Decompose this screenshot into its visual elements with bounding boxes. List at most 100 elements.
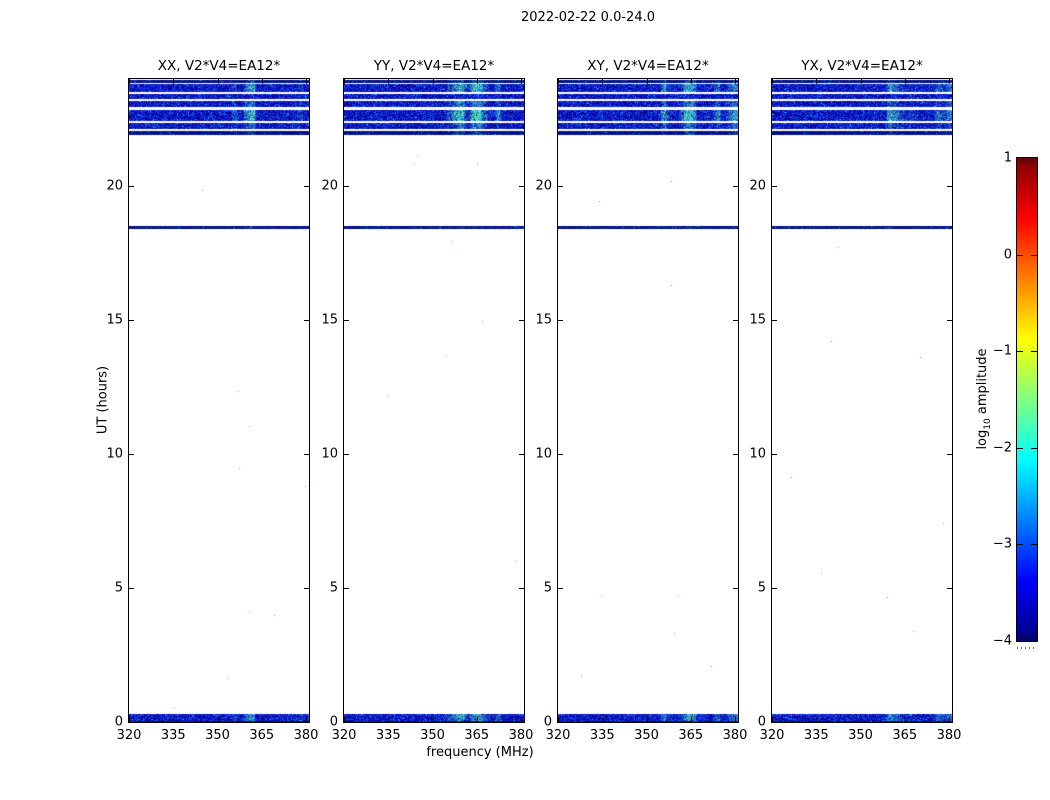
y-tick-label: 10 — [106, 446, 123, 462]
x-tick — [772, 717, 773, 722]
x-tick — [521, 79, 523, 84]
x-tick-label: 320 — [116, 728, 142, 743]
x-tick-label: 380 — [722, 728, 748, 743]
y-tick-label: 0 — [757, 714, 766, 730]
x-tick — [772, 79, 773, 84]
y-tick-label: 20 — [321, 178, 338, 194]
spectrogram-canvas-xx — [129, 79, 309, 722]
panel-title-yx: YX, V2*V4=EA12* — [801, 58, 923, 74]
x-tick — [860, 717, 862, 722]
y-tick — [947, 320, 952, 321]
x-tick-label: 335 — [160, 728, 186, 743]
x-tick — [388, 717, 390, 722]
x-tick — [904, 717, 906, 722]
y-tick — [947, 588, 952, 589]
x-tick — [816, 79, 818, 84]
y-tick — [304, 454, 309, 455]
x-tick — [173, 79, 175, 84]
x-tick-label: 320 — [331, 728, 357, 743]
y-tick-label: 0 — [329, 714, 338, 730]
y-tick-label: 15 — [321, 312, 338, 328]
spectrogram-canvas-xy — [558, 79, 738, 722]
panel-title-yy: YY, V2*V4=EA12* — [373, 58, 495, 74]
y-tick — [129, 320, 134, 321]
x-tick — [735, 717, 737, 722]
x-tick — [860, 79, 862, 84]
x-axis-label: frequency (MHz) — [426, 745, 534, 760]
y-tick-label: 20 — [106, 178, 123, 194]
panel-title-xx: XX, V2*V4=EA12* — [157, 58, 281, 74]
x-tick — [602, 79, 604, 84]
x-tick-label: 320 — [545, 728, 571, 743]
y-tick — [772, 186, 777, 187]
x-tick — [261, 79, 263, 84]
panel-xy: XY, V2*V4=EA12* 320 335 350 365 380 0 5 10 15 20 — [535, 58, 747, 743]
x-tick-label: 335 — [589, 728, 615, 743]
x-tick — [558, 717, 559, 722]
y-tick — [558, 186, 563, 187]
x-tick — [388, 79, 390, 84]
y-tick-label: 10 — [535, 446, 552, 462]
x-tick — [173, 717, 175, 722]
colorbar-bottom-minor-ticks — [1020, 635, 1034, 641]
x-tick — [646, 717, 648, 722]
y-tick-label: 10 — [321, 446, 338, 462]
y-tick — [304, 320, 309, 321]
x-tick — [904, 79, 906, 84]
y-tick-label: 5 — [329, 580, 338, 596]
x-tick-label: 335 — [375, 728, 401, 743]
x-tick — [217, 79, 219, 84]
spectrogram-canvas-yy — [344, 79, 524, 722]
panel-yx: YX, V2*V4=EA12* 320 335 350 365 380 0 5 10 15 20 — [749, 58, 961, 743]
y-tick — [304, 186, 309, 187]
y-tick — [129, 722, 134, 723]
x-tick — [735, 79, 737, 84]
y-tick-label: 15 — [535, 312, 552, 328]
y-tick — [947, 722, 952, 723]
x-tick-label: 380 — [936, 728, 962, 743]
x-tick — [261, 717, 263, 722]
y-tick — [733, 722, 738, 723]
colorbar-tick — [1017, 351, 1023, 353]
y-tick — [304, 588, 309, 589]
x-tick-label: 365 — [464, 728, 490, 743]
x-tick-label: 365 — [892, 728, 918, 743]
x-tick — [344, 79, 345, 84]
y-axis-label: UT (hours) — [95, 365, 111, 435]
y-tick — [772, 320, 777, 321]
y-tick — [947, 454, 952, 455]
y-tick — [344, 320, 349, 321]
x-tick — [521, 717, 523, 722]
y-tick — [733, 588, 738, 589]
y-tick-label: 0 — [543, 714, 552, 730]
x-tick — [690, 717, 692, 722]
y-tick — [733, 186, 738, 187]
colorbar — [1016, 157, 1038, 642]
y-tick — [733, 320, 738, 321]
y-tick — [344, 722, 349, 723]
x-tick-label: 365 — [249, 728, 275, 743]
x-tick — [432, 717, 434, 722]
y-tick-label: 5 — [543, 580, 552, 596]
x-tick-label: 350 — [420, 728, 445, 743]
x-tick — [476, 717, 478, 722]
y-tick — [558, 320, 563, 321]
y-tick — [519, 320, 524, 321]
colorbar-tick — [1017, 254, 1023, 256]
x-tick — [646, 79, 648, 84]
x-tick — [432, 79, 434, 84]
x-tick-label: 350 — [634, 728, 659, 743]
colorbar-tick — [1031, 544, 1037, 546]
y-tick-label: 10 — [749, 446, 766, 462]
y-tick — [129, 454, 134, 455]
x-tick — [949, 717, 951, 722]
colorbar-tick — [1017, 544, 1023, 546]
y-tick-label: 5 — [114, 580, 123, 596]
x-tick-label: 320 — [759, 728, 785, 743]
y-tick — [344, 186, 349, 187]
x-tick-label: 365 — [678, 728, 704, 743]
x-tick — [949, 79, 951, 84]
y-tick — [733, 454, 738, 455]
colorbar-tick — [1031, 254, 1037, 256]
